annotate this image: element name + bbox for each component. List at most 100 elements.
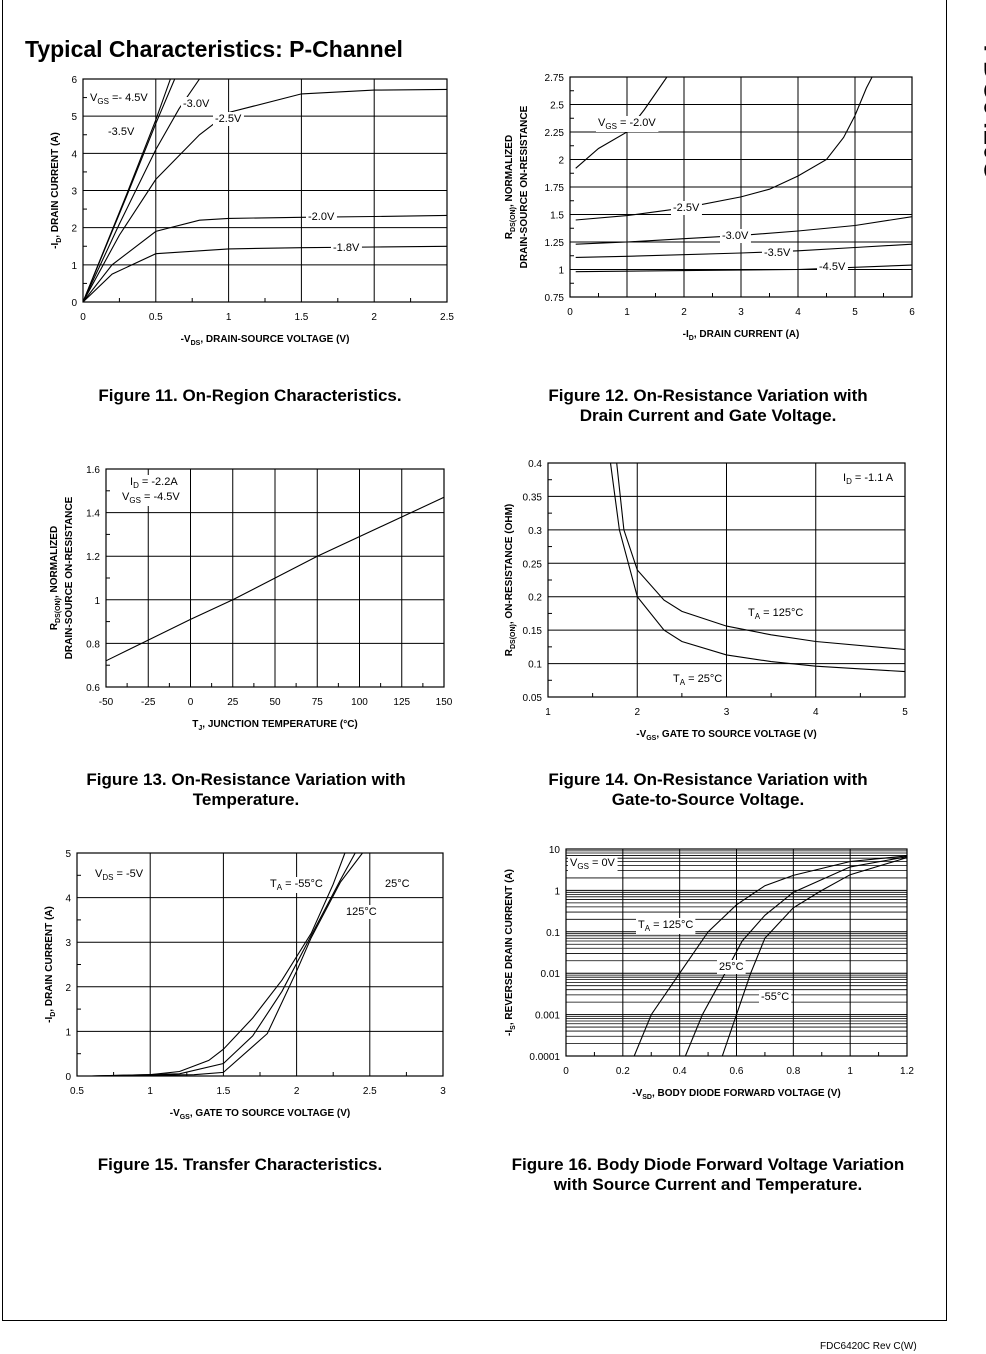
annotation-background [306, 210, 337, 224]
x-tick-label: 100 [351, 697, 368, 708]
y-tick-label: 6 [71, 75, 77, 86]
y-tick-label: 5 [65, 849, 71, 860]
text-segment: R [504, 648, 515, 656]
text-segment: -I [50, 243, 61, 249]
text-segment: = -55°C [282, 878, 323, 890]
text-segment: = -5V [113, 868, 143, 880]
figure-16-chart: 0 0.2 0.4 0.6 0.8 1 1.2 0.0001 0.001 0.01 0.1 1 10 VG… [504, 845, 914, 1101]
y-axis-label: DRAIN-SOURCE ON-RESISTANCE [64, 496, 75, 659]
series-line [575, 264, 912, 273]
y-tick-label: 0.75 [545, 293, 565, 304]
text-segment: = 125°C [760, 607, 803, 619]
subscript: DS(ON) [510, 207, 517, 232]
y-tick-label: 3 [65, 938, 71, 949]
x-tick-label: 2 [634, 707, 640, 718]
series-line [609, 463, 905, 673]
text-segment: 25°C [719, 961, 744, 973]
annotation-background [268, 877, 325, 893]
y-tick-label: 2 [65, 983, 71, 994]
x-tick-label: 3 [738, 307, 744, 318]
text-segment: , DRAIN CURRENT (A) [50, 132, 61, 238]
annotation-label: VGS = -4.5V [122, 491, 180, 505]
series-line [91, 853, 346, 1076]
subscript: DS [102, 873, 113, 882]
plot-frame [76, 852, 444, 1077]
x-tick-label: 0.4 [673, 1066, 687, 1077]
series-line [684, 856, 907, 1056]
text-segment: =- 4.5V [109, 92, 148, 104]
subscript: GS [577, 862, 589, 871]
text-segment: V [598, 117, 606, 129]
series-line [721, 857, 907, 1056]
x-tick-label: 2 [294, 1086, 300, 1097]
text-segment: , NORMALIZED [49, 526, 60, 598]
annotation-background [213, 112, 244, 126]
x-tick-label: 1 [545, 707, 551, 718]
figure-16-caption: Figure 16. Body Diode Forward Voltage Va… [478, 1155, 938, 1195]
annotation-background [636, 918, 696, 934]
page-border-right [946, 0, 947, 1321]
y-axis-label: RDS(ON), NORMALIZED [49, 526, 62, 630]
text-segment: R [49, 622, 60, 630]
caption-line: Drain Current and Gate Voltage. [579, 406, 837, 425]
x-tick-label: 2 [371, 312, 377, 323]
annotation-label: -2.5V [215, 113, 242, 125]
figure-15-chart: 0.5 1 1.5 2 2.5 3 0 1 2 3 4 5 VDS = -5V TA = -55°C 25°… [44, 849, 446, 1121]
y-tick-label: 0.01 [541, 969, 561, 980]
caption-line: Temperature. [192, 790, 300, 809]
x-tick-label: 0.8 [786, 1066, 800, 1077]
annotation-label: TA = -55°C [270, 878, 323, 892]
text-segment: -3.0V [183, 98, 210, 110]
subscript: DS [191, 340, 201, 347]
text-segment: -V [632, 1088, 642, 1099]
subscript: GS [97, 97, 109, 106]
text-segment: -2.5V [673, 202, 700, 214]
y-tick-label: 0.001 [535, 1011, 560, 1022]
caption-line: Figure 15. Transfer Characteristics. [97, 1155, 383, 1174]
x-tick-label: 0 [80, 312, 86, 323]
text-segment: -3.5V [764, 247, 791, 259]
figure-13-chart: -50 -25 0 25 50 75 100 125 1500.60.811.21.41.6ID… [49, 465, 453, 732]
plot-frame [105, 468, 445, 688]
annotation-background [128, 475, 181, 491]
text-segment: T [270, 878, 277, 890]
annotation-background [344, 905, 379, 919]
figure-11-chart: 0 0.5 1 1.5 2 2.5 0 1 2 3 4 5 6 VGS =- 4.5V -3.0V -3.5V… [50, 75, 454, 347]
x-tick-label: 1.5 [294, 312, 308, 323]
figure-11-caption: Figure 11. On-Region Characteristics. [40, 386, 460, 406]
text-segment: = -2.2A [139, 476, 178, 488]
annotation-label: ID = -1.1 A [843, 472, 894, 486]
footer-revision: FDC6420C Rev C(W) [820, 1341, 917, 1352]
y-tick-label: 2 [558, 156, 564, 167]
x-tick-label: 0.2 [616, 1066, 630, 1077]
annotation-label: -4.5V [819, 261, 846, 273]
y-tick-label: 2.75 [545, 73, 565, 84]
y-tick-label: 1.25 [545, 238, 565, 249]
series-line [575, 243, 912, 258]
text-segment: R [504, 231, 515, 239]
y-tick-label: 10 [549, 845, 561, 856]
text-segment: V [90, 92, 98, 104]
series-line [106, 496, 444, 662]
y-tick-label: 0.0001 [529, 1052, 560, 1063]
subscript: S [510, 1025, 517, 1030]
annotation-label: TA = 125°C [748, 607, 803, 621]
subscript: D [50, 1012, 57, 1017]
text-segment: , DRAIN-SOURCE VOLTAGE (V) [200, 334, 349, 345]
page-border-left [2, 0, 3, 1321]
annotation-label: -3.0V [183, 98, 210, 110]
x-tick-label: -50 [99, 697, 114, 708]
text-segment: T [638, 919, 645, 931]
annotation-label: VDS = -5V [95, 868, 144, 882]
x-tick-label: 25 [227, 697, 239, 708]
x-axis-label: -VGS, GATE TO SOURCE VOLTAGE (V) [636, 729, 817, 742]
x-tick-label: 6 [909, 307, 915, 318]
subscript: A [680, 678, 686, 687]
annotation-background [106, 125, 137, 139]
text-segment: = -1.1 A [852, 472, 894, 484]
annotation-label: -3.0V [722, 230, 749, 242]
x-tick-label: -25 [141, 697, 156, 708]
caption-line: Figure 13. On-Resistance Variation with [86, 770, 406, 789]
y-tick-label: 0.35 [523, 492, 543, 503]
